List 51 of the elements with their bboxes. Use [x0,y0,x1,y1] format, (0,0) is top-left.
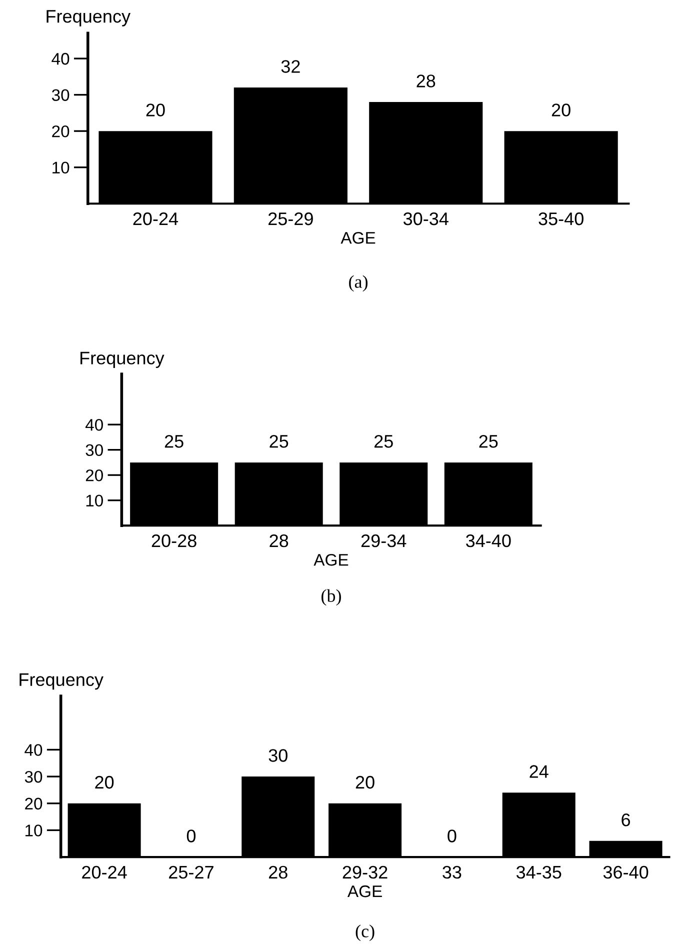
x-tick-label: 34-40 [466,534,511,548]
x-tick-label: 29-32 [342,866,388,879]
data-label: 30 [268,749,288,762]
data-label: 20 [356,776,374,789]
y-tick-label: 40 [85,418,103,431]
x-tick-label: 29-34 [361,534,406,548]
text: (c) [356,924,374,942]
x-tick-label: 33 [442,866,462,879]
y-tick-label: 40 [52,52,70,65]
y-tick-label: 40 [24,744,42,756]
y-tick-label: 10 [86,494,103,507]
y-axis-title: Frequency [46,10,130,26]
data-label: 25 [479,434,498,448]
text: (a) [349,275,368,292]
data-label: 25 [164,434,184,448]
x-tick-label: 28 [270,534,288,548]
data-label: 20 [146,104,165,116]
y-axis-title: Frequency [80,352,164,368]
data-label: 25 [374,434,393,448]
data-label: 32 [281,60,300,73]
x-tick-label: 35-40 [538,212,584,226]
y-tick-label: 20 [25,798,42,810]
x-tick-label: 20-28 [152,534,196,548]
x-tick-label: 25-27 [169,866,214,879]
x-axis-title: AGE [340,232,376,244]
y-tick-label: 10 [26,824,42,836]
y-tick-label: 20 [86,469,103,482]
x-tick-label: 20-24 [133,212,178,226]
y-tick-label: 30 [86,444,103,456]
data-label: 0 [186,830,196,842]
y-axis-title: Frequency [20,673,104,690]
x-axis-title: AGE [347,885,382,898]
data-label: 25 [270,434,288,448]
y-tick-label: 30 [52,89,70,102]
x-tick-label: 25-29 [268,212,313,226]
x-tick-label: 34-35 [516,866,562,879]
y-tick-label: 30 [24,770,42,783]
y-tick-label: 10 [52,162,70,174]
x-tick-label: 36-40 [603,866,648,879]
x-tick-label: 20-24 [82,866,127,879]
data-label: 20 [552,104,570,116]
text: (b) [322,589,341,606]
data-label: 6 [622,813,630,826]
data-label: 24 [530,765,548,778]
data-label: 0 [448,830,456,842]
y-tick-label: 20 [52,125,70,138]
x-tick-label: 28 [268,866,288,879]
x-axis-title: AGE [314,554,348,566]
x-tick-label: 30-34 [403,212,448,226]
data-label: 28 [416,74,436,88]
data-label: 20 [95,776,114,789]
